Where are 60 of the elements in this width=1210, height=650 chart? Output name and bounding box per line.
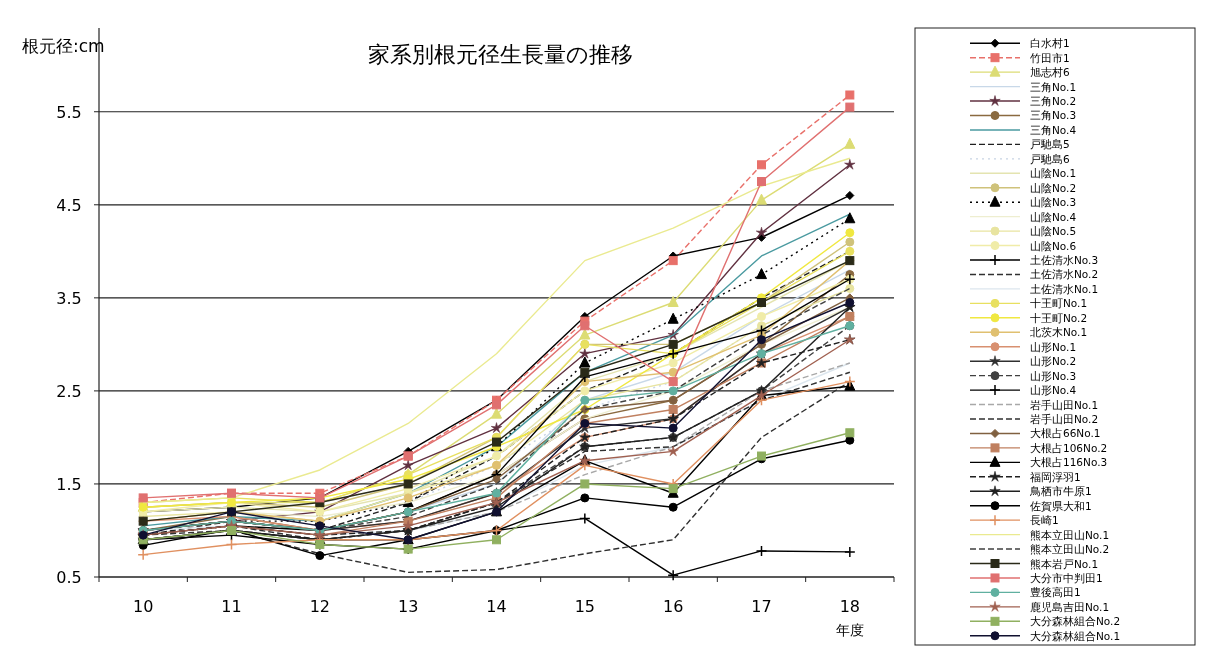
x-tick-label: 17 [751,597,772,616]
legend-label: 山陰No.6 [1030,239,1077,252]
legend-label: 北茨木No.1 [1030,326,1088,339]
x-tick-label: 13 [397,597,419,616]
legend-label: 山陰No.3 [1030,196,1077,209]
legend-label: 福岡浮羽1 [1030,470,1081,483]
legend-label: 三角No.1 [1030,80,1077,93]
legend-label: 鹿児島吉田No.1 [1030,600,1110,613]
legend-label: 岩手山田No.1 [1030,398,1099,411]
legend-label: 大根占106No.2 [1030,441,1108,454]
legend-label: 熊本岩戸No.1 [1030,557,1099,570]
legend-label: 鳥栖市牛原1 [1029,485,1092,498]
legend-label: 戸馳島5 [1030,138,1070,151]
legend-label: 山陰No.4 [1030,210,1077,223]
legend-label: 戸馳島6 [1030,152,1070,165]
x-tick-label: 11 [221,597,242,616]
legend-label: 山形No.2 [1030,355,1077,368]
legend-label: 熊本立田山No.2 [1030,543,1110,556]
y-tick-label: 5.5 [56,102,82,122]
legend-label: 山陰No.2 [1030,181,1077,194]
legend-label: 大分森林組合No.2 [1030,615,1121,628]
x-tick-label: 16 [662,597,684,616]
y-tick-label: 3.5 [56,288,82,308]
legend-label: 大分森林組合No.1 [1030,629,1121,642]
y-tick-label: 2.5 [56,381,82,401]
legend-label: 山形No.4 [1030,384,1077,397]
x-tick-label: 12 [309,597,331,616]
legend-label: 三角No.3 [1030,109,1077,122]
x-tick-label: 10 [132,597,154,616]
y-tick-label: 1.5 [56,474,82,494]
x-tick-label: 14 [486,597,507,616]
legend-label: 三角No.4 [1030,123,1077,136]
legend-label: 岩手山田No.2 [1030,412,1099,425]
legend-label: 大根占116No.3 [1030,456,1108,469]
y-tick-label: 4.5 [56,195,82,215]
legend-label: 三角No.2 [1030,95,1077,108]
legend-label: 土佐清水No.1 [1030,282,1099,295]
y-axis-title: 根元径:cm [22,36,105,56]
legend-label: 豊後高田1 [1030,586,1081,599]
x-axis-title: 年度 [835,622,864,638]
legend-label: 熊本立田山No.1 [1030,528,1110,541]
legend-label: 山陰No.1 [1030,167,1077,180]
legend-label: 土佐清水No.3 [1030,254,1099,267]
legend-label: 山形No.3 [1030,369,1077,382]
legend-label: 竹田市1 [1030,51,1070,64]
legend-label: 山陰No.5 [1030,225,1077,238]
text: 家系別根元径生長量の推移 [367,42,633,67]
x-tick-label: 15 [574,597,596,616]
legend-label: 佐賀県大和1 [1030,499,1092,512]
legend-label: 長崎1 [1030,514,1059,527]
legend-label: 十王町No.2 [1030,311,1088,324]
legend-label: 旭志村6 [1030,66,1070,79]
legend-label: 大分市中判田1 [1030,571,1103,584]
y-tick-label: 0.5 [56,568,82,587]
legend-label: 土佐清水No.2 [1030,268,1099,281]
legend-label: 白水村1 [1030,37,1070,50]
x-tick-label: 18 [839,597,861,616]
legend-label: 十王町No.1 [1030,297,1088,310]
legend-label: 大根占66No.1 [1030,427,1101,440]
legend-label: 山形No.1 [1030,340,1077,353]
